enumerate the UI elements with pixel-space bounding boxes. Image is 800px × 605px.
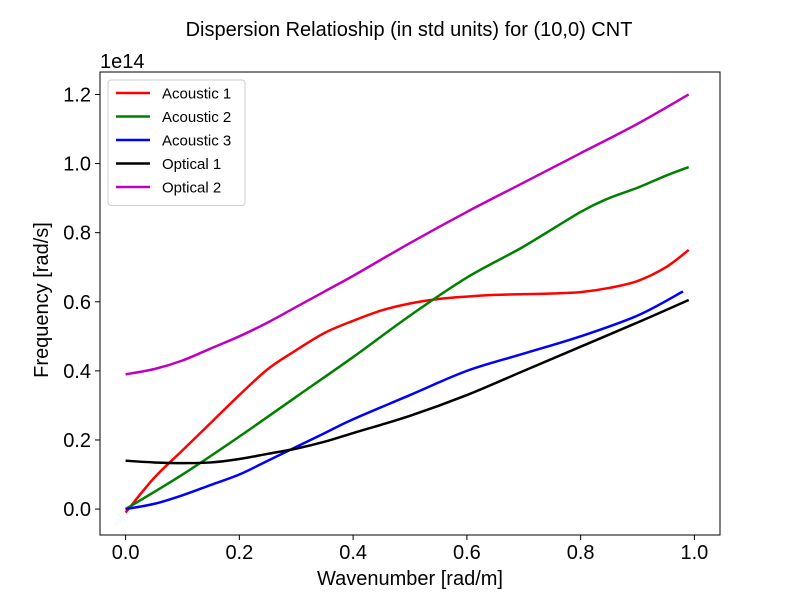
series-line-acoustic-3: [125, 290, 684, 511]
y-tick-label: 0.0: [63, 499, 91, 521]
x-axis-label: Wavenumber [rad/m]: [317, 568, 503, 590]
plot-area: [124, 93, 690, 514]
series-line-optical-1: [125, 298, 690, 465]
y-offset-label: 1e14: [100, 51, 145, 73]
legend: Acoustic 1 Acoustic 2 Acoustic 3 Optical 1 O…: [107, 79, 246, 206]
legend-label-optical-1: Optical 1: [162, 156, 221, 173]
x-tick-label: 1.0: [680, 542, 708, 564]
y-tick-label: 0.8: [63, 223, 91, 245]
legend-label-acoustic-2: Acoustic 2: [162, 109, 231, 126]
y-tick-label: 1.2: [63, 84, 91, 106]
x-tick-label: 0.8: [567, 542, 595, 564]
series-line-acoustic-2: [124, 165, 690, 511]
chart-title: Dispersion Relatioship (in std units) fo…: [186, 19, 633, 41]
series-line-acoustic-1: [124, 248, 690, 514]
y-tick-label: 0.2: [63, 430, 91, 452]
x-tick-label: 0.4: [339, 542, 367, 564]
y-tick-label: 0.4: [63, 361, 91, 383]
axes: 0.0 0.2 0.4 0.6 0.8 1.0 0.0 0.2 0.4 0.6 0.8 1.0 1.2: [63, 71, 721, 564]
series-line-optical-2: [125, 93, 690, 376]
x-tick-label: 0.6: [453, 542, 481, 564]
legend-label-acoustic-1: Acoustic 1: [162, 86, 231, 103]
x-tick-label: 0.0: [112, 542, 140, 564]
x-tick-label: 0.2: [225, 542, 253, 564]
y-axis-label: Frequency [rad/s]: [31, 222, 53, 378]
axes-frame: [99, 71, 721, 536]
legend-label-optical-2: Optical 2: [162, 180, 221, 197]
y-tick-label: 0.6: [63, 292, 91, 314]
legend-label-acoustic-3: Acoustic 3: [162, 133, 231, 150]
legend-box: [107, 79, 246, 206]
y-tick-label: 1.0: [63, 154, 91, 176]
